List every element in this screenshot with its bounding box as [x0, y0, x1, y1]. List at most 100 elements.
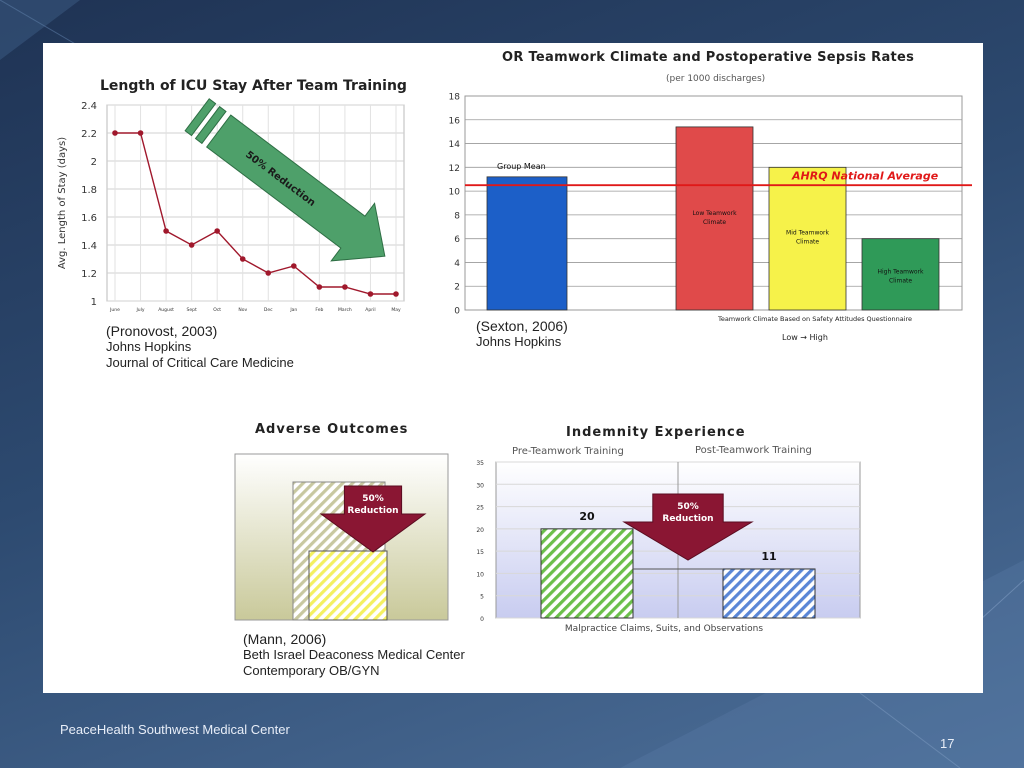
bar-label: Mid Teamwork	[786, 229, 829, 236]
y-tick-label: 10	[476, 571, 484, 578]
bar-label: Climate	[889, 278, 912, 285]
bar-label: Climate	[796, 238, 819, 245]
x-tick-label: Dec	[264, 307, 273, 313]
sepsis-citation: (Sexton, 2006) Johns Hopkins	[476, 318, 568, 350]
x-tick-label: Feb	[315, 307, 323, 313]
icu-citation: (Pronovost, 2003) Johns Hopkins Journal …	[106, 323, 294, 371]
sepsis-chart-subtitle: (per 1000 discharges)	[666, 74, 766, 84]
x-tick-label: March	[338, 307, 352, 313]
y-tick-label: 14	[449, 140, 461, 150]
adverse-bar-chart: 50% Reduction	[234, 453, 449, 621]
arrow-tail-stripe	[194, 105, 227, 145]
citation-line: Contemporary OB/GYN	[243, 663, 380, 678]
y-tick-label: 2.2	[81, 129, 97, 140]
bar	[540, 528, 634, 619]
reduction-arrow	[319, 485, 427, 553]
arrow-label: 50%	[362, 494, 384, 504]
citation-line: Johns Hopkins	[106, 339, 192, 354]
y-tick-label: 12	[449, 164, 460, 174]
citation-line: (Sexton, 2006)	[476, 318, 568, 334]
bar	[768, 166, 847, 311]
x-tick-label: June	[109, 307, 120, 313]
bar	[861, 238, 940, 311]
y-tick-label: 1.8	[81, 185, 97, 196]
data-label: 11	[761, 550, 776, 563]
arrow-tail-stripe	[184, 98, 217, 137]
adverse-citation: (Mann, 2006) Beth Israel Deaconess Medic…	[243, 631, 465, 679]
y-tick-label: 16	[449, 116, 461, 126]
data-point	[367, 291, 374, 297]
indemnity-bar-chart: 0 5 10 15 20 25 30 35 20 11 50% Reduction Malpractic…	[476, 460, 861, 634]
y-tick-label: 1.2	[81, 269, 97, 280]
page-number: 17	[940, 736, 955, 751]
data-point	[163, 228, 169, 234]
indemnity-post-label: Post-Teamwork Training	[695, 445, 812, 456]
y-tick-label: 15	[476, 549, 484, 556]
bar-label: Group Mean	[497, 162, 546, 171]
data-point	[342, 284, 348, 290]
x-tick-label: May	[391, 307, 401, 313]
y-tick-label: 4	[454, 259, 460, 269]
adverse-chart-title: Adverse Outcomes	[255, 422, 409, 437]
icu-chart-title: Length of ICU Stay After Team Training	[100, 78, 407, 94]
y-tick-label: 25	[476, 505, 484, 512]
y-tick-label: 2.4	[81, 101, 97, 112]
data-point	[112, 130, 118, 136]
data-label: 20	[579, 510, 595, 523]
x-tick-label: Sept	[187, 307, 197, 313]
arrow-label: Reduction	[662, 514, 713, 524]
data-point	[393, 291, 399, 297]
y-tick-label: 0	[480, 616, 484, 623]
y-tick-label: 2	[454, 283, 460, 293]
arrow-label: 50%	[677, 502, 699, 512]
footer-organization: PeaceHealth Southwest Medical Center	[60, 722, 290, 737]
data-point	[214, 228, 220, 234]
y-tick-label: 2	[91, 157, 97, 168]
reference-line-label: AHRQ National Average	[791, 169, 939, 182]
arrow-body	[205, 114, 386, 262]
y-tick-label: 0	[454, 307, 460, 317]
y-tick-label: 30	[476, 482, 484, 489]
sepsis-chart-title: OR Teamwork Climate and Postoperative Se…	[502, 50, 915, 65]
citation-line: Beth Israel Deaconess Medical Center	[243, 647, 465, 662]
citation-line: (Mann, 2006)	[243, 631, 327, 647]
data-point	[291, 263, 297, 269]
x-tick-label: August	[158, 307, 174, 313]
bar	[675, 126, 754, 311]
reduction-arrow: 50% Reduction	[184, 98, 386, 262]
y-tick-label: 1.4	[81, 241, 97, 252]
y-tick-label: 35	[476, 460, 484, 467]
indemnity-pre-label: Pre-Teamwork Training	[512, 446, 624, 457]
reduction-arrow	[622, 493, 754, 561]
data-point	[188, 242, 195, 248]
citation-line: (Pronovost, 2003)	[106, 323, 218, 339]
y-tick-label: 5	[480, 594, 484, 601]
indemnity-chart-title: Indemnity Experience	[566, 425, 746, 440]
y-tick-label: 1.6	[81, 213, 97, 224]
x-axis-note: Low → High	[782, 333, 828, 342]
y-tick-label: 18	[449, 93, 461, 103]
y-axis-label: Avg. Length of Stay (days)	[57, 137, 68, 269]
data-point	[239, 256, 246, 262]
bar-label: Climate	[703, 219, 726, 226]
bar	[722, 568, 816, 619]
x-axis-label: Teamwork Climate Based on Safety Attitud…	[717, 315, 912, 323]
icu-line-chart: 1 1.2 1.4 1.6 1.8 2 2.2 2.4 June July August Sept Oc…	[57, 98, 405, 313]
bar	[486, 176, 568, 311]
data-point	[265, 270, 272, 276]
x-tick-label: Oct	[213, 307, 221, 313]
bar	[308, 550, 388, 621]
x-tick-label: April	[365, 307, 375, 313]
citation-line: Johns Hopkins	[476, 334, 562, 349]
y-tick-label: 10	[449, 188, 461, 198]
data-point	[316, 284, 323, 290]
y-tick-label: 20	[476, 527, 484, 534]
y-tick-label: 6	[454, 235, 460, 245]
x-tick-label: Jan	[289, 307, 297, 313]
bar-label: High Teamwork	[877, 269, 924, 276]
x-axis-label: Malpractice Claims, Suits, and Observati…	[565, 624, 763, 634]
arrow-label: Reduction	[347, 506, 398, 516]
y-tick-label: 8	[454, 211, 460, 221]
x-tick-label: Nov	[238, 307, 247, 313]
bar-label: Low Teamwork	[692, 210, 737, 217]
